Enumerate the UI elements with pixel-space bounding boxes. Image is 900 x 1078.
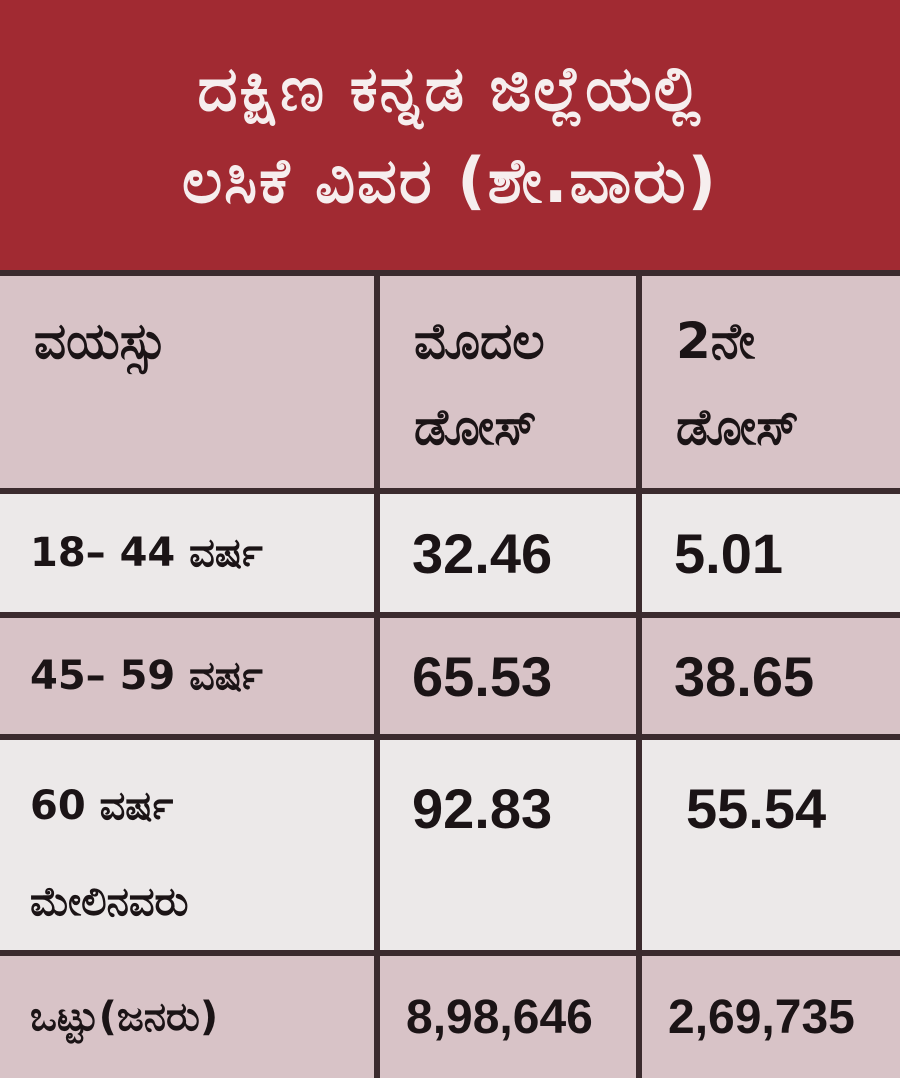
row-18-44-age: 18– 44 ವರ್ಷ xyxy=(0,494,374,612)
row-60-plus-second-dose: 55.54 xyxy=(642,740,900,950)
header-first-dose: ಮೊದಲ ಡೋಸ್ xyxy=(380,276,636,488)
row-18-44-second-dose: 5.01 xyxy=(642,494,900,612)
header-first-dose-line2: ಡೋಸ್ xyxy=(414,398,537,456)
table-title-banner: ದಕ್ಷಿಣ ಕನ್ನಡ ಜಿಲ್ಲೆಯಲ್ಲಿ ಲಸಿಕೆ ವಿವರ (ಶೇ.… xyxy=(0,0,900,270)
row-60-plus-age-line1: 60 ವರ್ಷ xyxy=(30,783,174,829)
title-line-2: ಲಸಿಕೆ ವಿವರ (ಶೇ.ವಾರು) xyxy=(182,144,718,217)
row-18-44-first-dose: 32.46 xyxy=(380,494,636,612)
row-total-label: ಒಟ್ಟು(ಜನರು) xyxy=(0,956,374,1078)
title-line-1: ದಕ್ಷಿಣ ಕನ್ನಡ ಜಿಲ್ಲೆಯಲ್ಲಿ xyxy=(197,52,703,125)
row-45-59-second-dose: 38.65 xyxy=(642,618,900,734)
header-age: ವಯಸ್ಸು xyxy=(0,276,374,488)
row-60-plus-age: 60 ವರ್ಷ ಮೇಲಿನವರು xyxy=(0,740,374,950)
row-45-59-age: 45– 59 ವರ್ಷ xyxy=(0,618,374,734)
row-45-59-first-dose: 65.53 xyxy=(380,618,636,734)
header-first-dose-line1: ಮೊದಲ xyxy=(414,312,545,370)
header-age-label: ವಯಸ್ಸು xyxy=(34,312,167,370)
row-60-plus-first-dose: 92.83 xyxy=(380,740,636,950)
header-second-dose: 2ನೇ ಡೋಸ್ xyxy=(642,276,900,488)
row-60-plus-age-line2: ಮೇಲಿನವರು xyxy=(30,879,189,925)
header-second-dose-line1: 2ನೇ xyxy=(676,312,755,370)
header-second-dose-line2: ಡೋಸ್ xyxy=(676,398,799,456)
row-total-first-dose: 8,98,646 xyxy=(380,956,636,1078)
row-total-second-dose: 2,69,735 xyxy=(642,956,900,1078)
